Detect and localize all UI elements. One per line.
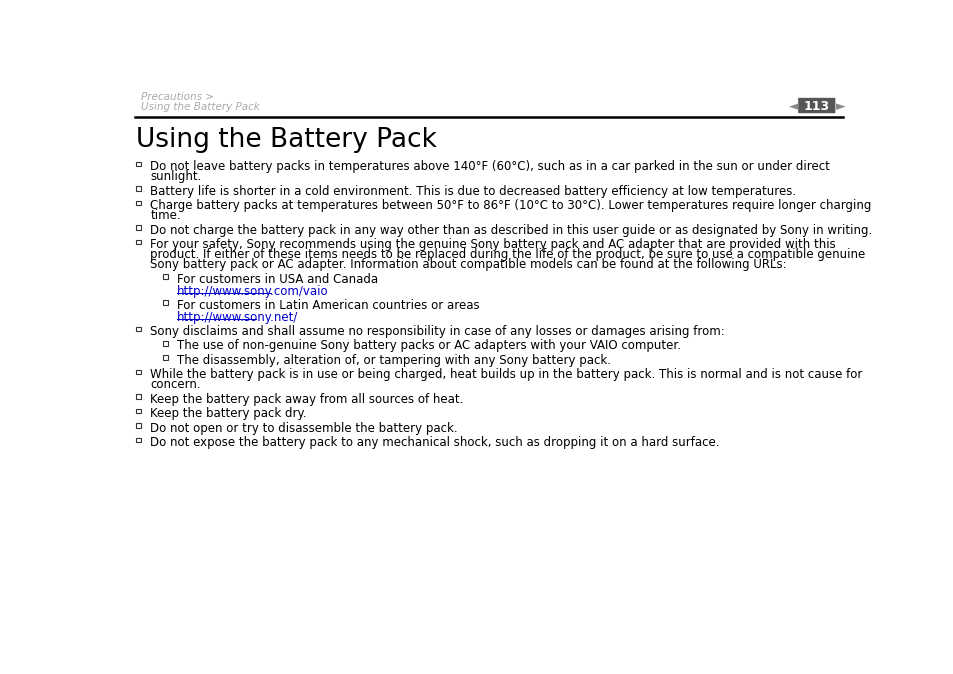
Text: 113: 113 (802, 100, 829, 113)
Bar (136, 437, 141, 442)
Text: Using the Battery Pack: Using the Battery Pack (136, 127, 436, 153)
Text: product. If either of these items needs to be replaced during the life of the pr: product. If either of these items needs … (150, 248, 864, 262)
Bar (163, 355, 168, 360)
Text: While the battery pack is in use or being charged, heat builds up in the battery: While the battery pack is in use or bein… (150, 368, 862, 381)
Text: ◄: ◄ (788, 100, 798, 113)
Bar (136, 327, 141, 331)
Bar (136, 225, 141, 230)
Bar (136, 408, 141, 413)
Text: Using the Battery Pack: Using the Battery Pack (141, 102, 259, 112)
Text: sunlight.: sunlight. (150, 171, 201, 183)
Text: Battery life is shorter in a cold environment. This is due to decreased battery : Battery life is shorter in a cold enviro… (150, 185, 796, 197)
Text: Do not leave battery packs in temperatures above 140°F (60°C), such as in a car : Do not leave battery packs in temperatur… (150, 160, 829, 173)
Text: Do not charge the battery pack in any way other than as described in this user g: Do not charge the battery pack in any wa… (150, 224, 872, 237)
Text: Do not expose the battery pack to any mechanical shock, such as dropping it on a: Do not expose the battery pack to any me… (150, 436, 719, 449)
Bar (163, 301, 168, 305)
Text: Charge battery packs at temperatures between 50°F to 86°F (10°C to 30°C). Lower : Charge battery packs at temperatures bet… (150, 199, 871, 212)
Bar (163, 341, 168, 346)
Text: Sony battery pack or AC adapter. Information about compatible models can be foun: Sony battery pack or AC adapter. Informa… (150, 258, 786, 272)
Text: The disassembly, alteration of, or tampering with any Sony battery pack.: The disassembly, alteration of, or tampe… (177, 354, 611, 367)
Text: time.: time. (150, 210, 181, 222)
Bar (136, 162, 141, 166)
Bar (136, 370, 141, 374)
Bar (136, 240, 141, 244)
Text: Do not open or try to disassemble the battery pack.: Do not open or try to disassemble the ba… (150, 422, 457, 435)
Bar (136, 186, 141, 191)
Text: For customers in Latin American countries or areas: For customers in Latin American countrie… (177, 299, 479, 312)
Bar (163, 274, 168, 279)
Text: Sony disclaims and shall assume no responsibility in case of any losses or damag: Sony disclaims and shall assume no respo… (150, 325, 724, 338)
Text: Keep the battery pack dry.: Keep the battery pack dry. (150, 407, 307, 420)
Text: http://www.sony.com/vaio: http://www.sony.com/vaio (177, 284, 329, 297)
Text: For customers in USA and Canada: For customers in USA and Canada (177, 273, 378, 286)
Text: ►: ► (835, 100, 845, 113)
Bar (136, 394, 141, 399)
FancyBboxPatch shape (798, 98, 835, 113)
Text: Precautions >: Precautions > (141, 92, 213, 102)
Text: http://www.sony.net/: http://www.sony.net/ (177, 311, 298, 324)
Bar (136, 423, 141, 428)
Text: The use of non-genuine Sony battery packs or AC adapters with your VAIO computer: The use of non-genuine Sony battery pack… (177, 340, 680, 353)
Bar (136, 201, 141, 206)
Text: concern.: concern. (150, 378, 201, 392)
Text: Keep the battery pack away from all sources of heat.: Keep the battery pack away from all sour… (150, 393, 463, 406)
Text: For your safety, Sony recommends using the genuine Sony battery pack and AC adap: For your safety, Sony recommends using t… (150, 238, 835, 251)
